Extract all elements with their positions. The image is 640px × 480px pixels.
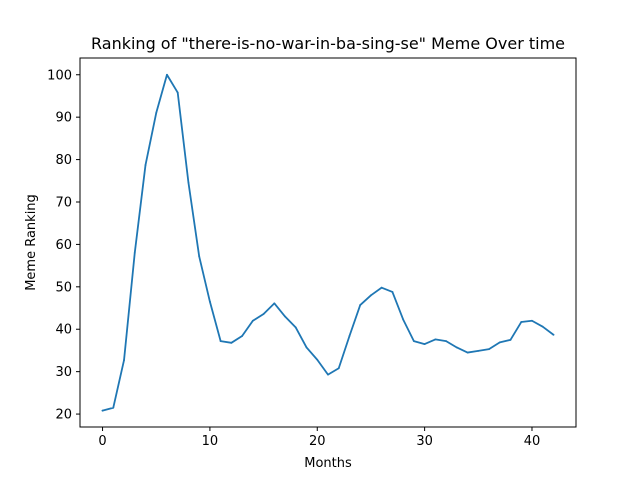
data-point <box>455 346 458 349</box>
data-point <box>262 313 265 315</box>
data-point <box>316 358 319 361</box>
data-point <box>327 373 329 376</box>
data-point <box>359 304 362 306</box>
data-point <box>155 112 158 114</box>
plot-frame <box>79 57 577 428</box>
data-point <box>509 338 512 341</box>
chart-title: Ranking of "there-is-no-war-in-ba-sing-s… <box>91 34 565 53</box>
data-point <box>348 335 351 337</box>
data-point <box>391 291 394 293</box>
y-tick-label: 30 <box>55 365 72 380</box>
x-axis-label: Months <box>304 456 352 471</box>
data-point <box>294 326 297 329</box>
data-point <box>380 286 383 289</box>
x-tick-label: 10 <box>202 434 219 449</box>
x-axis: 0 10 20 30 40 <box>98 427 540 449</box>
data-point <box>337 367 340 370</box>
data-point <box>176 91 179 94</box>
data-point <box>541 325 544 328</box>
y-axis: 20 30 40 50 60 70 80 90 100 <box>47 68 80 423</box>
data-point <box>241 335 244 337</box>
data-point <box>488 348 490 351</box>
data-point <box>423 343 426 345</box>
data-point <box>520 321 523 323</box>
y-tick-label: 80 <box>55 153 72 168</box>
data-point <box>477 349 480 352</box>
data-point <box>445 340 447 343</box>
data-point <box>370 294 372 297</box>
x-tick-label: 40 <box>524 434 541 449</box>
x-tick-label: 0 <box>98 434 106 449</box>
data-point <box>251 319 254 322</box>
data-point <box>112 406 115 409</box>
y-tick-label: 70 <box>55 195 72 210</box>
data-point <box>284 315 286 318</box>
data-point <box>230 341 233 344</box>
data-point <box>402 318 405 321</box>
y-tick-label: 20 <box>55 408 72 423</box>
data-point <box>552 333 555 336</box>
x-tick-label: 30 <box>416 434 433 449</box>
y-tick-label: 40 <box>55 323 72 338</box>
x-tick-label: 20 <box>309 434 326 449</box>
data-point <box>144 164 147 166</box>
data-point <box>219 340 222 343</box>
data-point <box>198 255 201 258</box>
data-point <box>412 340 415 343</box>
y-tick-label: 90 <box>55 111 72 126</box>
data-point <box>498 341 501 344</box>
data-point <box>209 300 211 303</box>
data-point <box>273 302 276 305</box>
data-point <box>466 351 469 354</box>
plot-area <box>101 73 555 412</box>
data-point <box>434 338 437 341</box>
y-tick-label: 50 <box>55 280 72 295</box>
y-axis-label: Meme Ranking <box>24 194 39 291</box>
data-point <box>166 73 168 76</box>
data-point <box>305 346 308 349</box>
data-point <box>187 181 190 184</box>
data-point <box>123 359 125 362</box>
data-point <box>531 319 533 322</box>
data-point <box>133 251 136 254</box>
y-tick-label: 100 <box>47 68 72 83</box>
y-tick-label: 60 <box>55 238 72 253</box>
data-point <box>101 409 104 412</box>
